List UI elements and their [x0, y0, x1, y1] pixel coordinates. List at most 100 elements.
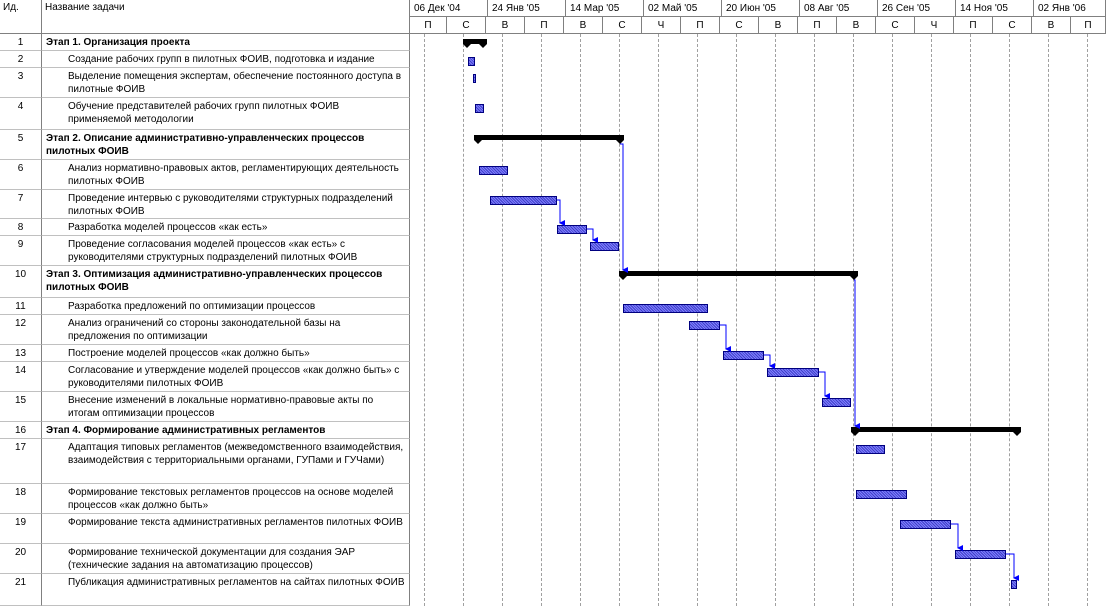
task-bar[interactable] — [479, 166, 508, 175]
dependency-arrow — [1006, 553, 1019, 581]
task-name[interactable]: Формирование текстовых регламентов проце… — [42, 484, 410, 514]
task-bar[interactable] — [900, 520, 951, 529]
task-row[interactable]: 12 Анализ ограничений со стороны законода… — [0, 315, 410, 345]
task-id: 3 — [0, 68, 42, 98]
summary-bar[interactable] — [619, 271, 858, 280]
task-id: 4 — [0, 98, 42, 130]
task-name[interactable]: Адаптация типовых регламентов (межведомс… — [42, 439, 410, 484]
task-row[interactable]: 13 Построение моделей процессов «как долж… — [0, 345, 410, 362]
task-bar[interactable] — [767, 368, 819, 377]
timescale-minor-label: С — [993, 17, 1032, 34]
task-name[interactable]: Проведение интервью с руководителями стр… — [42, 190, 410, 219]
task-bar[interactable] — [623, 304, 708, 313]
task-name[interactable]: Разработка предложений по оптимизации пр… — [42, 298, 410, 315]
task-bar[interactable] — [475, 104, 484, 113]
task-bar[interactable] — [590, 242, 619, 251]
task-row[interactable]: 8 Разработка моделей процессов «как есть» — [0, 219, 410, 236]
dependency-arrow — [720, 324, 731, 352]
timescale-minor-label: В — [759, 17, 798, 34]
task-row[interactable]: 10 Этап 3. Оптимизация административно-уп… — [0, 266, 410, 298]
task-id: 15 — [0, 392, 42, 422]
timescale-gridline — [1048, 34, 1049, 606]
task-row[interactable]: 4 Обучение представителей рабочих групп п… — [0, 98, 410, 130]
task-id: 1 — [0, 34, 42, 51]
task-name[interactable]: Создание рабочих групп в пилотных ФОИВ, … — [42, 51, 410, 68]
timescale-gridline — [658, 34, 659, 606]
task-name[interactable]: Публикация административных регламентов … — [42, 574, 410, 606]
task-name[interactable]: Разработка моделей процессов «как есть» — [42, 219, 410, 236]
timescale-minor-label: С — [603, 17, 642, 34]
task-row[interactable]: 14 Согласование и утверждение моделей про… — [0, 362, 410, 392]
task-name[interactable]: Формирование текста административных рег… — [42, 514, 410, 544]
task-row[interactable]: 18 Формирование текстовых регламентов про… — [0, 484, 410, 514]
summary-bar[interactable] — [474, 135, 624, 144]
task-name[interactable]: Построение моделей процессов «как должно… — [42, 345, 410, 362]
timescale-minor-label: П — [954, 17, 993, 34]
task-name[interactable]: Анализ ограничений со стороны законодате… — [42, 315, 410, 345]
task-name[interactable]: Согласование и утверждение моделей проце… — [42, 362, 410, 392]
task-bar[interactable] — [689, 321, 720, 330]
summary-task-name[interactable]: Этап 2. Описание административно-управле… — [42, 130, 410, 160]
task-bar[interactable] — [822, 398, 851, 407]
task-id: 13 — [0, 345, 42, 362]
task-row[interactable]: 7 Проведение интервью с руководителями ст… — [0, 190, 410, 219]
task-id: 17 — [0, 439, 42, 484]
task-id: 20 — [0, 544, 42, 574]
timescale-gridline — [814, 34, 815, 606]
task-row[interactable]: 17 Адаптация типовых регламентов (межведо… — [0, 439, 410, 484]
name-column-header[interactable]: Название задачи — [42, 0, 410, 34]
task-row[interactable]: 19 Формирование текста административных р… — [0, 514, 410, 544]
task-row[interactable]: 11 Разработка предложений по оптимизации … — [0, 298, 410, 315]
task-name[interactable]: Выделение помещения экспертам, обеспечен… — [42, 68, 410, 98]
timescale-minor-label: Ч — [915, 17, 954, 34]
task-bar[interactable] — [473, 74, 476, 83]
timescale-gridline — [619, 34, 620, 606]
timescale-major-label: 02 Май '05 — [644, 0, 722, 17]
summary-task-name[interactable]: Этап 4. Формирование административных ре… — [42, 422, 410, 439]
task-name[interactable]: Анализ нормативно-правовых актов, реглам… — [42, 160, 410, 190]
timescale-minor-label: С — [876, 17, 915, 34]
task-row[interactable]: 16 Этап 4. Формирование административных … — [0, 422, 410, 439]
task-bar[interactable] — [723, 351, 764, 360]
task-bar[interactable] — [490, 196, 557, 205]
timescale-gridline — [736, 34, 737, 606]
summary-task-name[interactable]: Этап 1. Организация проекта — [42, 34, 410, 51]
task-row[interactable]: 2 Создание рабочих групп в пилотных ФОИВ,… — [0, 51, 410, 68]
task-row[interactable]: 21 Публикация административных регламенто… — [0, 574, 410, 606]
timescale-minor-label: П — [798, 17, 837, 34]
task-bar[interactable] — [468, 57, 475, 66]
task-name[interactable]: Формирование технической документации дл… — [42, 544, 410, 574]
timescale-major-label: 14 Мар '05 — [566, 0, 644, 17]
timescale-minor-label: В — [486, 17, 525, 34]
task-name[interactable]: Обучение представителей рабочих групп пи… — [42, 98, 410, 130]
task-name[interactable]: Внесение изменений в локальные нормативн… — [42, 392, 410, 422]
task-row[interactable]: 5 Этап 2. Описание административно-управл… — [0, 130, 410, 160]
summary-bar[interactable] — [463, 39, 487, 48]
task-id: 16 — [0, 422, 42, 439]
task-bar[interactable] — [856, 445, 885, 454]
dependency-arrow — [620, 143, 628, 273]
dependency-arrow — [951, 523, 963, 551]
task-bar[interactable] — [955, 550, 1006, 559]
task-id: 21 — [0, 574, 42, 606]
task-row[interactable]: 20 Формирование технической документации … — [0, 544, 410, 574]
task-row[interactable]: 3 Выделение помещения экспертам, обеспече… — [0, 68, 410, 98]
gantt-chart: 06 Дек '04 24 Янв '05 14 Мар '05 02 Май '05… — [410, 0, 1106, 606]
task-bar[interactable] — [856, 490, 907, 499]
timescale-gridline — [580, 34, 581, 606]
task-row[interactable]: 15 Внесение изменений в локальные нормати… — [0, 392, 410, 422]
task-row[interactable]: 6 Анализ нормативно-правовых актов, регла… — [0, 160, 410, 190]
task-row[interactable]: 9 Проведение согласования моделей процесс… — [0, 236, 410, 266]
timescale-gridline — [775, 34, 776, 606]
summary-task-name[interactable]: Этап 3. Оптимизация административно-упра… — [42, 266, 410, 298]
task-name[interactable]: Проведение согласования моделей процессо… — [42, 236, 410, 266]
timescale-major-label: 14 Ноя '05 — [956, 0, 1034, 17]
id-column-header[interactable]: Ид. — [0, 0, 42, 34]
timescale-major-label: 24 Янв '05 — [488, 0, 566, 17]
timescale-major-label: 20 Июн '05 — [722, 0, 800, 17]
task-row[interactable]: 1 Этап 1. Организация проекта — [0, 34, 410, 51]
timescale-gridline — [463, 34, 464, 606]
summary-bar[interactable] — [851, 427, 1021, 436]
timescale-gridline — [697, 34, 698, 606]
task-bar[interactable] — [557, 225, 587, 234]
